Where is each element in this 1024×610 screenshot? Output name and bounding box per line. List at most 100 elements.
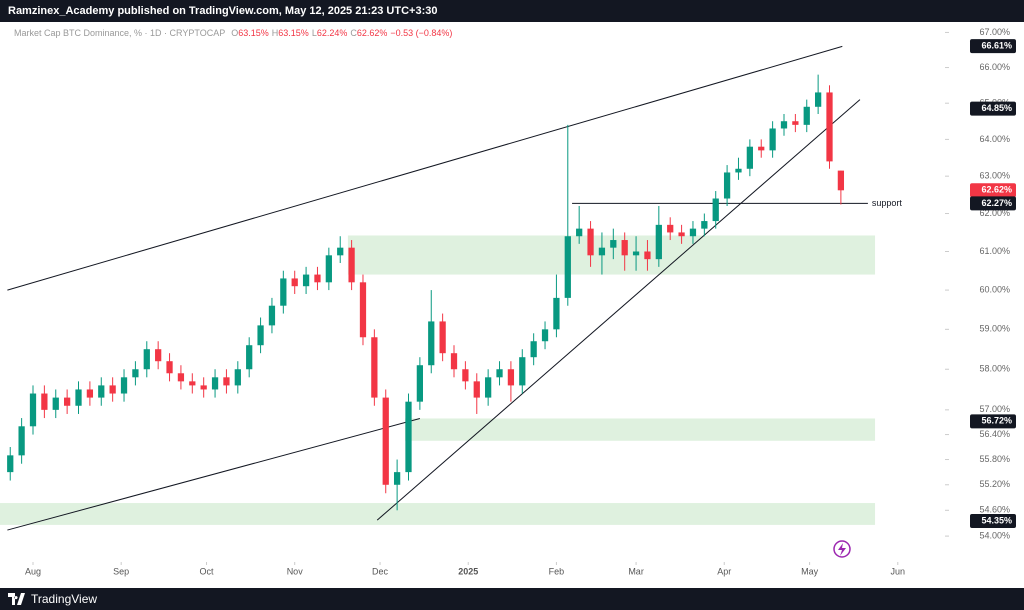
candle-body [632, 251, 640, 256]
candle-body [52, 397, 59, 410]
publish-bar: Ramzinex_Academy published on TradingVie… [0, 0, 1024, 22]
candle-body [496, 369, 503, 378]
candle-body [189, 381, 196, 386]
x-tick-label: Oct [200, 566, 215, 576]
y-tick-label: 62.00% [979, 208, 1010, 218]
candle-body [450, 353, 458, 370]
candle-body [507, 369, 515, 386]
y-tick-label: 67.00% [979, 27, 1010, 37]
legend-text: H [271, 28, 279, 38]
x-tick-label: Dec [372, 566, 389, 576]
legend-text: 62.24% [316, 28, 348, 38]
footer-bar: TradingView [0, 588, 1024, 610]
candle-body [211, 377, 219, 390]
candle-body [132, 369, 139, 378]
candle-body [598, 247, 606, 256]
trendline-label: support [872, 198, 903, 208]
candle-body [541, 329, 549, 342]
candle-body [223, 377, 230, 386]
candle-body [86, 389, 94, 398]
price-tag [970, 196, 1016, 211]
candle-body [143, 349, 150, 370]
candle-body [337, 247, 344, 256]
y-tick-label: 54.60% [979, 505, 1010, 515]
icon [838, 543, 846, 556]
candle-body [758, 146, 765, 151]
x-tick-label: Sep [113, 566, 129, 576]
x-tick-label: Nov [287, 566, 304, 576]
candle-body [109, 385, 116, 394]
price-tag-label: 62.62% [981, 185, 1012, 195]
legend-text: C [350, 28, 357, 38]
candle-body [735, 168, 742, 173]
candle-body [29, 393, 37, 427]
candle-body [723, 172, 731, 199]
price-tag-label: 56.72% [981, 416, 1012, 426]
candle-body [826, 92, 833, 162]
y-tick-label: 63.00% [979, 171, 1010, 181]
x-tick-label: Aug [25, 566, 41, 576]
y-tick-label: 66.00% [979, 62, 1010, 72]
price-tag [970, 514, 1016, 529]
candle-body [234, 369, 241, 386]
y-tick-label: 58.00% [979, 364, 1010, 374]
candle-body [530, 341, 537, 358]
candle-body [473, 381, 480, 398]
candle-body [837, 170, 845, 191]
x-tick-label: 2025 [458, 566, 478, 576]
y-tick-label: 64.00% [979, 134, 1010, 144]
candle-body [359, 282, 367, 338]
zone [405, 418, 876, 441]
candle-body [621, 240, 628, 256]
candle-body [325, 255, 332, 283]
trendline [376, 99, 861, 521]
y-tick-label: 60.00% [979, 284, 1010, 294]
candle-body [439, 321, 446, 354]
legend-text: L [311, 28, 317, 38]
legend-text: 63.15% [238, 28, 269, 38]
candle-body [689, 228, 697, 237]
candle-body [701, 221, 708, 229]
candle-body [792, 121, 799, 125]
candle-body [268, 305, 276, 326]
candle-body [64, 397, 71, 406]
brand: TradingView [31, 592, 98, 606]
y-tick-label: 54.00% [979, 530, 1010, 540]
price-tag-label: 64.85% [981, 103, 1012, 113]
candle-body [462, 369, 469, 382]
candle-body [246, 345, 253, 370]
candle-body [769, 128, 776, 151]
candle-body [610, 240, 617, 248]
candle-body [587, 228, 594, 256]
candle-body [814, 92, 822, 107]
x-tick-label: Apr [717, 566, 731, 576]
chart: support 54.00% 54.60% 55.20% 55.80% 56.40% 57.… [0, 27, 1016, 576]
candle-body [576, 228, 583, 237]
y-tick-label: 59.00% [979, 324, 1010, 334]
y-tick-label: 56.40% [979, 429, 1010, 439]
candle-body [564, 236, 571, 298]
candle-body [257, 325, 264, 346]
x-tick-label: May [801, 566, 819, 576]
legend-text: 62.62% [356, 28, 388, 38]
price-tag [970, 101, 1016, 116]
candle-body [678, 232, 685, 237]
candle-body [393, 472, 401, 485]
candle-body [382, 397, 389, 485]
y-tick-label: 57.00% [979, 404, 1010, 414]
legend-text: −0.53 (−0.84%) [390, 28, 453, 38]
y-tick-label: 55.20% [979, 479, 1010, 489]
legend-text: 63.15% [278, 28, 309, 38]
candle-body [348, 247, 355, 283]
candle-body [200, 385, 207, 390]
trendline [7, 417, 421, 531]
candle-body [803, 106, 810, 125]
candle-body [291, 278, 298, 287]
candle-body [166, 361, 173, 374]
trendline [7, 45, 843, 291]
legend-text: O [231, 28, 239, 38]
price-tag-label: 54.35% [981, 515, 1012, 525]
price-tag-label: 62.27% [981, 198, 1012, 208]
legend-text: Market Cap BTC Dominance, % · 1D · CRYPT… [14, 28, 226, 38]
